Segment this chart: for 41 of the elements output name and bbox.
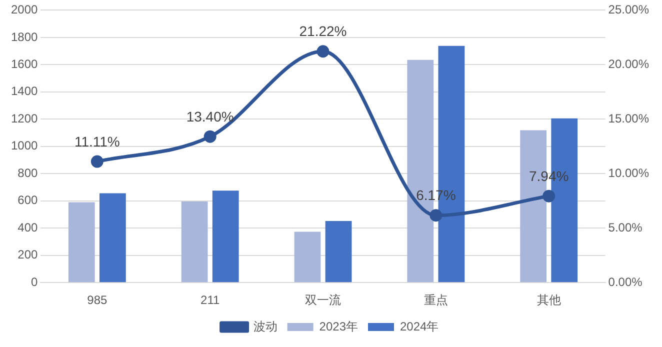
y-tick-label: 1000 <box>10 138 38 153</box>
x-tick-label: 其他 <box>536 293 561 308</box>
bar <box>294 232 321 282</box>
y2-tick-label: 15.00% <box>608 111 650 126</box>
y-tick-label: 600 <box>18 193 38 208</box>
bar <box>212 190 239 282</box>
point <box>430 209 442 222</box>
y-tick-label: 2000 <box>10 2 38 17</box>
data-label: 6.17% <box>416 187 456 204</box>
x-tick-label: 双一流 <box>305 293 341 308</box>
bar <box>68 202 95 282</box>
bar <box>181 202 208 282</box>
point <box>316 45 330 58</box>
y-tick-label: 0 <box>31 274 38 289</box>
data-label: 21.22% <box>299 23 347 40</box>
point <box>90 155 104 168</box>
point <box>542 190 556 202</box>
legend-label: 2024年 <box>400 319 439 334</box>
y-tick-label: 400 <box>18 220 38 234</box>
y-tick-label: 800 <box>18 166 38 180</box>
y2-tick-label: 5.00% <box>608 220 643 234</box>
x-tick-label: 重点 <box>424 293 448 308</box>
y2-tick-label: 0.00% <box>608 274 643 289</box>
y2-tick-label: 25.00% <box>608 2 650 17</box>
x-tick-label: 985 <box>87 293 108 308</box>
bar <box>99 193 126 282</box>
x-tick-label: 211 <box>200 293 220 308</box>
y-tick-label: 1600 <box>10 56 38 71</box>
legend-label: 2023年 <box>319 319 358 334</box>
bar <box>325 221 352 282</box>
y2-tick-label: 10.00% <box>608 166 650 180</box>
y-tick-label: 200 <box>18 248 38 262</box>
point <box>204 130 216 143</box>
data-label: 13.40% <box>186 108 234 124</box>
data-label: 11.11% <box>74 133 120 150</box>
legend-label: 波动 <box>253 319 278 334</box>
y2-tick-label: 20.00% <box>608 56 650 71</box>
y-tick-label: 1200 <box>10 111 38 126</box>
y-tick-label: 1800 <box>10 30 38 44</box>
data-label: 7.94% <box>528 168 569 184</box>
y-tick-label: 1400 <box>10 84 38 98</box>
